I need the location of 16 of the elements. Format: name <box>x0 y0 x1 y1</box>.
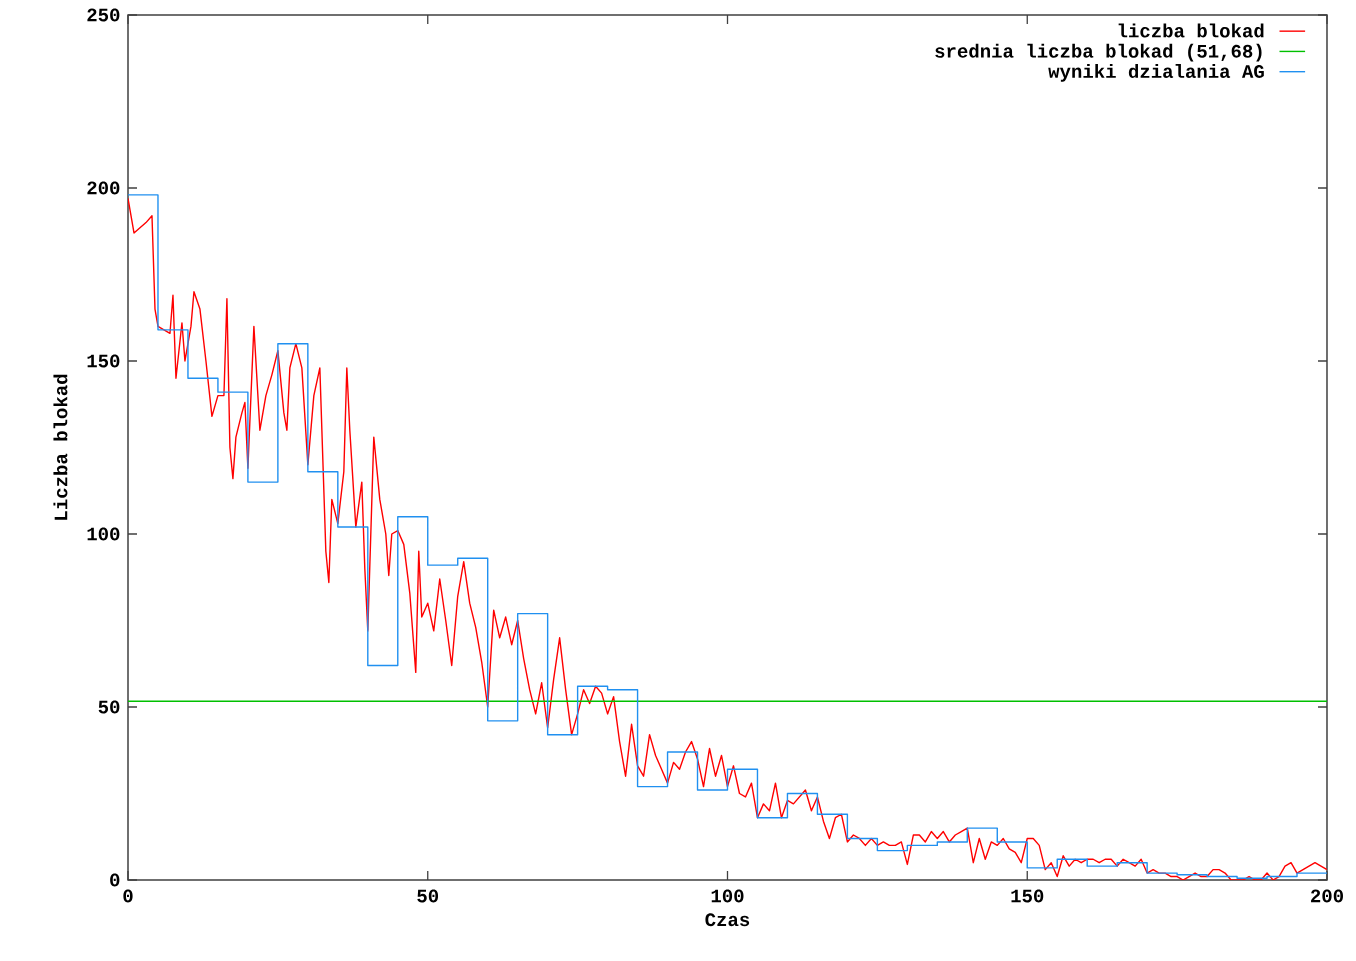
y-tick-label: 50 <box>98 700 120 714</box>
x-tick-label: 50 <box>417 889 439 903</box>
y-tick-label: 200 <box>87 181 120 195</box>
x-tick-label: 0 <box>123 889 133 903</box>
y-axis-title: Liczba blokad <box>53 374 68 520</box>
y-tick-label: 0 <box>110 873 120 887</box>
legend-label: liczba blokad <box>1118 23 1264 38</box>
y-tick-label: 100 <box>87 527 120 541</box>
x-tick-label: 150 <box>1011 889 1044 903</box>
y-tick-label: 150 <box>87 354 120 368</box>
x-axis-title: Czas <box>705 913 750 927</box>
y-tick-label: 250 <box>87 8 120 22</box>
legend-label: wyniki dzialania AG <box>1048 64 1264 82</box>
x-tick-label: 100 <box>711 889 744 903</box>
legend-label: srednia liczba blokad (51,68) <box>935 43 1262 62</box>
x-tick-label: 200 <box>1311 889 1343 903</box>
